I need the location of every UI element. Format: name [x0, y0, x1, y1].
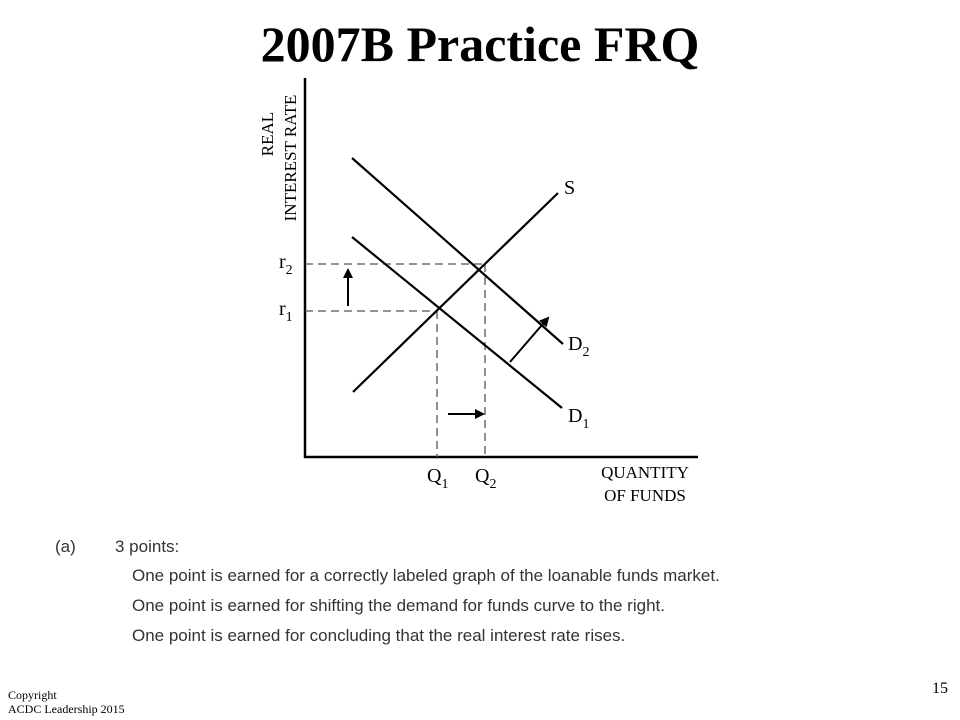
- scoring-header: (a) 3 points:: [55, 534, 935, 560]
- q2-tick-label: Q2: [475, 465, 496, 492]
- r2-tick-label: r2: [279, 251, 293, 278]
- demand-shift-arrow: [509, 316, 550, 363]
- copyright: Copyright ACDC Leadership 2015: [8, 688, 125, 716]
- list-item: One point is earned for a correctly labe…: [132, 566, 720, 585]
- page-number: 15: [932, 680, 948, 697]
- y-axis-label-real: REAL: [258, 112, 277, 156]
- supply-label: S: [564, 177, 575, 199]
- points-label: 3 points:: [115, 537, 180, 556]
- copyright-owner: ACDC Leadership 2015: [8, 702, 125, 716]
- scoring-guidelines: (a) 3 points: One point is earned for a c…: [55, 534, 935, 650]
- x-axis-label-quantity: QUANTITY: [601, 463, 689, 482]
- part-label: (a): [55, 537, 76, 556]
- scoring-list: One point is earned for a correctly labe…: [55, 562, 935, 650]
- x-axis-label-of-funds: OF FUNDS: [604, 486, 686, 505]
- list-item: One point is earned for shifting the dem…: [132, 596, 665, 615]
- q1-tick-label: Q1: [427, 465, 448, 492]
- demand-d1-label: D1: [568, 405, 589, 432]
- list-item: One point is earned for concluding that …: [132, 626, 626, 645]
- demand-curve-d2: [351, 157, 564, 345]
- demand-curve-d1: [351, 236, 563, 409]
- demand-d2-label: D2: [568, 333, 589, 360]
- copyright-line: Copyright: [8, 688, 57, 702]
- r1-tick-label: r1: [279, 298, 293, 325]
- supply-curve: [352, 192, 559, 393]
- y-axis-label-interest-rate: INTEREST RATE: [281, 95, 300, 222]
- slide-title: 2007B Practice FRQ: [260, 16, 700, 72]
